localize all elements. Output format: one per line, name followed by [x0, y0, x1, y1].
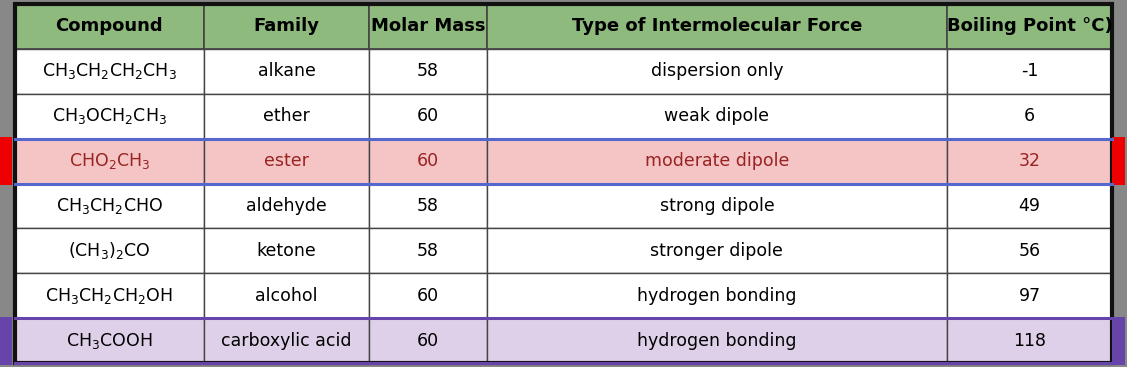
Bar	[487, 94, 947, 138]
Text: alkane: alkane	[258, 62, 316, 80]
Bar	[204, 49, 370, 94]
Text: hydrogen bonding: hydrogen bonding	[637, 287, 797, 305]
Text: $\mathregular{(CH_3)_2CO}$: $\mathregular{(CH_3)_2CO}$	[68, 240, 151, 261]
Bar	[947, 4, 1112, 49]
Bar	[947, 228, 1112, 273]
Text: carboxylic acid: carboxylic acid	[221, 332, 352, 350]
Bar	[204, 94, 370, 138]
Bar	[1112, 317, 1125, 365]
Text: 60: 60	[417, 152, 440, 170]
Bar	[370, 184, 487, 228]
Text: $\mathregular{CH_3OCH_2CH_3}$: $\mathregular{CH_3OCH_2CH_3}$	[52, 106, 167, 126]
Bar	[204, 319, 370, 363]
Bar	[487, 4, 947, 49]
Bar	[370, 273, 487, 318]
Bar	[947, 184, 1112, 228]
Bar	[487, 49, 947, 94]
Bar	[15, 228, 204, 273]
Text: dispersion only: dispersion only	[650, 62, 783, 80]
Bar	[370, 319, 487, 363]
Bar	[370, 228, 487, 273]
Text: Family: Family	[254, 17, 320, 35]
Bar	[947, 138, 1112, 184]
Bar	[487, 138, 947, 184]
Text: 58: 58	[417, 197, 440, 215]
Text: $\mathregular{CH_3CH_2CHO}$: $\mathregular{CH_3CH_2CHO}$	[55, 196, 163, 216]
Text: 97: 97	[1019, 287, 1040, 305]
Bar	[15, 319, 204, 363]
Text: Type of Intermolecular Force: Type of Intermolecular Force	[571, 17, 862, 35]
Bar	[204, 273, 370, 318]
Text: 58: 58	[417, 62, 440, 80]
Text: 60: 60	[417, 332, 440, 350]
Bar	[15, 184, 204, 228]
Bar	[370, 138, 487, 184]
Text: $\mathregular{CH_3CH_2CH_2CH_3}$: $\mathregular{CH_3CH_2CH_2CH_3}$	[42, 61, 177, 81]
Bar	[947, 94, 1112, 138]
Text: aldehyde: aldehyde	[247, 197, 327, 215]
Bar	[204, 138, 370, 184]
Text: $\mathregular{CH_3CH_2CH_2OH}$: $\mathregular{CH_3CH_2CH_2OH}$	[45, 286, 174, 306]
Bar	[15, 138, 204, 184]
Text: moderate dipole: moderate dipole	[645, 152, 789, 170]
Text: alcohol: alcohol	[256, 287, 318, 305]
Text: 6: 6	[1024, 107, 1036, 125]
Text: Molar Mass: Molar Mass	[371, 17, 486, 35]
Text: 32: 32	[1019, 152, 1040, 170]
Bar	[15, 49, 204, 94]
Text: ketone: ketone	[257, 242, 317, 260]
Text: 56: 56	[1019, 242, 1040, 260]
Bar	[487, 319, 947, 363]
Bar	[0, 137, 12, 185]
Bar	[204, 184, 370, 228]
Bar	[370, 94, 487, 138]
Bar	[947, 319, 1112, 363]
Text: ether: ether	[264, 107, 310, 125]
Text: 60: 60	[417, 287, 440, 305]
Text: 60: 60	[417, 107, 440, 125]
Bar	[947, 273, 1112, 318]
Text: strong dipole: strong dipole	[659, 197, 774, 215]
Bar	[1112, 137, 1125, 185]
Bar	[15, 273, 204, 318]
Bar	[487, 273, 947, 318]
Text: weak dipole: weak dipole	[665, 107, 770, 125]
Bar	[370, 49, 487, 94]
Bar	[487, 228, 947, 273]
Bar	[370, 4, 487, 49]
Text: Boiling Point °C): Boiling Point °C)	[947, 17, 1112, 35]
Text: 58: 58	[417, 242, 440, 260]
Text: ester: ester	[264, 152, 309, 170]
Bar	[0, 317, 12, 365]
Bar	[204, 4, 370, 49]
Bar	[204, 228, 370, 273]
Text: $\mathregular{CHO_2CH_3}$: $\mathregular{CHO_2CH_3}$	[69, 151, 150, 171]
Text: -1: -1	[1021, 62, 1038, 80]
Bar	[15, 94, 204, 138]
Text: 118: 118	[1013, 332, 1046, 350]
Bar	[947, 49, 1112, 94]
Text: hydrogen bonding: hydrogen bonding	[637, 332, 797, 350]
Bar	[15, 4, 204, 49]
Text: $\mathregular{CH_3COOH}$: $\mathregular{CH_3COOH}$	[66, 331, 152, 351]
Text: 49: 49	[1019, 197, 1040, 215]
Text: stronger dipole: stronger dipole	[650, 242, 783, 260]
Text: Compound: Compound	[55, 17, 163, 35]
Bar	[487, 184, 947, 228]
